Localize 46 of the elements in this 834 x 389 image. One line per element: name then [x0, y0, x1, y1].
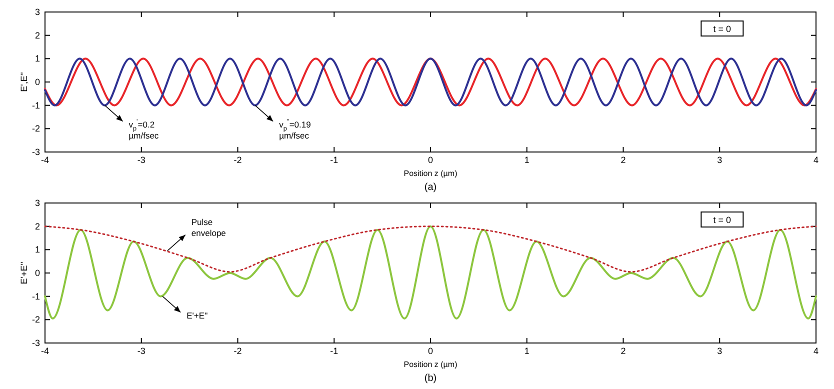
- x-tick-label: 3: [717, 346, 722, 356]
- y-tick-label: -2: [32, 124, 40, 134]
- x-tick-label: 1: [524, 346, 530, 356]
- y-tick-label: 0: [34, 268, 40, 278]
- y-tick-label: -1: [32, 291, 40, 302]
- x-tick-label: -3: [137, 346, 146, 356]
- y-tick-label: 2: [34, 221, 40, 232]
- x-tick-label: 4: [813, 346, 819, 356]
- x-tick-label: 3: [717, 155, 722, 165]
- y-tick-label: 1: [34, 244, 40, 255]
- annotation: v$_{p}$$^{''}$=0.19 µm/fsec: [279, 118, 312, 140]
- y-tick-label: 3: [34, 7, 40, 17]
- y-tick-label: 3: [34, 198, 40, 208]
- y-tick-label: 1: [34, 54, 40, 64]
- x-tick-label: -3: [137, 155, 146, 165]
- y-axis-title: E',E'': [19, 72, 29, 92]
- annotation: Pulse envelope: [191, 216, 226, 238]
- line-series: [44, 225, 817, 320]
- x-tick-label: -2: [234, 346, 242, 356]
- text: (a): [424, 182, 437, 193]
- x-axis-title: Position z (µm): [404, 169, 458, 178]
- annotation: E'+E'': [186, 310, 208, 320]
- x-tick-label: 0: [428, 346, 434, 356]
- line-series: [44, 226, 817, 273]
- x-tick-label: 0: [428, 155, 434, 165]
- x-tick-label: -4: [40, 155, 50, 165]
- y-tick-label: -3: [32, 147, 40, 157]
- x-tick-label: 2: [620, 346, 626, 356]
- annotation: t = 0: [713, 215, 732, 225]
- y-tick-label: 0: [34, 77, 40, 87]
- x-tick-label: -4: [40, 346, 50, 356]
- x-tick-label: -2: [234, 155, 242, 165]
- annotation: t = 0: [713, 24, 732, 34]
- x-tick-label: -1: [330, 155, 338, 165]
- text: (b): [424, 373, 437, 384]
- x-tick-label: 2: [620, 155, 626, 165]
- y-tick-label: -2: [32, 314, 40, 325]
- y-tick-label: 2: [34, 30, 40, 40]
- x-axis-title: Position z (µm): [404, 360, 458, 369]
- annotation: v$_{p}$$^{'}$=0.2 µm/fsec: [128, 118, 160, 140]
- x-tick-label: 1: [524, 155, 530, 165]
- y-axis-title: E'+E'': [19, 262, 29, 284]
- x-tick-label: -1: [330, 346, 338, 356]
- x-tick-label: 4: [813, 155, 819, 165]
- y-tick-label: -1: [32, 100, 40, 110]
- y-tick-label: -3: [32, 338, 40, 348]
